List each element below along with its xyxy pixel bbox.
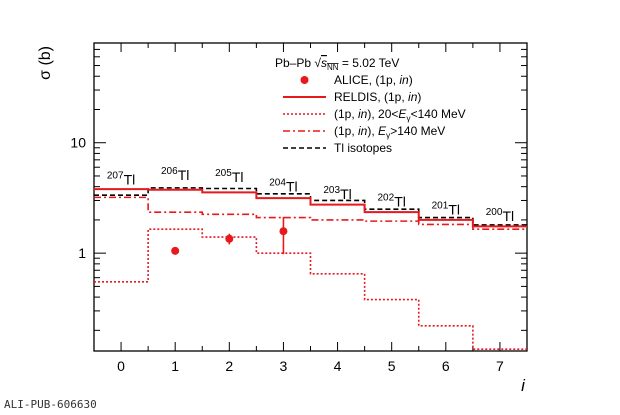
isotope-label-205: 205Tl bbox=[215, 168, 243, 185]
x-tick-label-4: 4 bbox=[334, 358, 342, 374]
alice-data-point bbox=[171, 246, 180, 255]
series-tl-isotopes-line bbox=[94, 187, 527, 226]
publication-id: ALI-PUB-606630 bbox=[4, 398, 97, 411]
isotope-label-200: 200Tl bbox=[486, 207, 514, 224]
legend-header: Pb–Pb √sNN = 5.02 TeV bbox=[275, 56, 399, 72]
isotope-label-201: 201Tl bbox=[432, 200, 460, 217]
x-tick-label-6: 6 bbox=[442, 358, 450, 374]
legend-label-alice: ALICE, (1p, in) bbox=[334, 73, 413, 87]
y-tick-label-1: 1 bbox=[78, 245, 86, 261]
x-tick-label-7: 7 bbox=[496, 358, 504, 374]
series-reldis-line bbox=[94, 188, 527, 228]
series-high-egamma-line bbox=[94, 196, 527, 230]
series-low-egamma-line bbox=[94, 228, 527, 350]
y-tick-label-10: 10 bbox=[70, 135, 86, 151]
isotope-label-206: 206Tl bbox=[161, 166, 189, 183]
legend-label-tl: Tl isotopes bbox=[334, 141, 392, 155]
y-axis-title: σ (b) bbox=[37, 46, 54, 80]
alice-data-point bbox=[225, 234, 234, 243]
isotope-label-207: 207Tl bbox=[107, 170, 135, 187]
alice-data-point bbox=[279, 227, 288, 236]
legend-label-high: (1p, in), Eγ​>140 MeV bbox=[334, 124, 445, 140]
x-tick-label-0: 0 bbox=[117, 358, 125, 374]
chart-plot: 0 1 2 3 4 5 6 7 1 10 σ (b) i 207Tl 206Tl 205Tl 204Tl 203… bbox=[37, 42, 528, 395]
x-tick-label-2: 2 bbox=[225, 358, 233, 374]
x-tick-label-5: 5 bbox=[388, 358, 396, 374]
legend-label-reldis: RELDIS, (1p, in) bbox=[334, 90, 421, 104]
x-tick-label-1: 1 bbox=[171, 358, 179, 374]
isotope-label-204: 204Tl bbox=[269, 178, 297, 195]
legend-label-low: (1p, in), 20<Eγ​<140 MeV bbox=[334, 107, 466, 123]
x-tick-label-3: 3 bbox=[280, 358, 288, 374]
isotope-label-203: 203Tl bbox=[323, 185, 351, 202]
x-axis-title: i bbox=[521, 376, 526, 395]
legend-marker-alice bbox=[300, 76, 309, 84]
isotope-label-202: 202Tl bbox=[378, 192, 406, 209]
